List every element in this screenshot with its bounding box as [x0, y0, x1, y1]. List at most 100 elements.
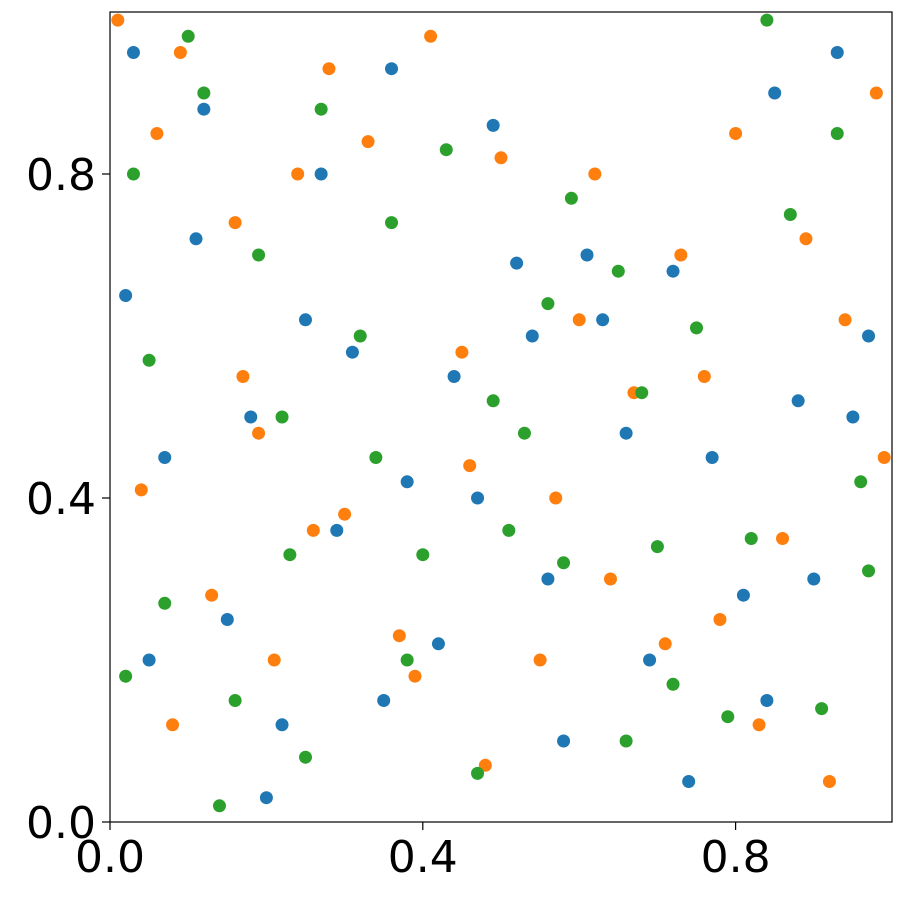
point — [721, 710, 735, 724]
point — [768, 86, 782, 100]
point — [791, 394, 805, 408]
point — [228, 694, 242, 707]
y-tick-label: 0.8 — [26, 150, 96, 201]
point — [494, 151, 508, 165]
point — [783, 208, 797, 221]
point — [846, 410, 860, 424]
point — [283, 548, 297, 562]
point — [463, 459, 477, 473]
point — [619, 426, 633, 440]
point — [815, 702, 829, 716]
point — [510, 256, 524, 270]
point — [400, 475, 414, 489]
x-tick-label: 0.0 — [75, 832, 145, 883]
point — [752, 718, 766, 732]
point — [822, 775, 836, 788]
point — [322, 62, 336, 76]
point — [572, 313, 586, 327]
point — [197, 86, 211, 100]
point — [471, 491, 485, 505]
point — [267, 653, 281, 667]
point — [126, 167, 140, 181]
point — [838, 313, 852, 327]
point — [471, 766, 485, 780]
point — [314, 167, 328, 181]
point — [158, 596, 172, 610]
point — [252, 248, 266, 262]
point — [228, 216, 242, 230]
point — [259, 791, 273, 805]
point — [807, 572, 821, 586]
point — [541, 297, 555, 311]
point — [541, 572, 555, 586]
point — [142, 353, 156, 367]
point — [776, 532, 790, 545]
point — [353, 329, 367, 343]
point — [416, 548, 430, 562]
point — [189, 232, 203, 246]
point — [869, 86, 883, 100]
point — [158, 451, 172, 464]
point — [666, 677, 680, 691]
point — [181, 29, 195, 43]
point — [455, 345, 469, 359]
point — [400, 653, 414, 667]
point — [299, 750, 312, 764]
point — [431, 637, 445, 651]
point — [854, 475, 868, 489]
x-tick-label: 0.4 — [388, 832, 458, 883]
point — [314, 102, 328, 116]
point — [760, 13, 774, 27]
point — [658, 637, 672, 651]
point — [533, 653, 547, 667]
point — [197, 102, 211, 116]
point — [369, 451, 383, 464]
point — [502, 523, 516, 537]
point — [205, 588, 219, 602]
point — [862, 564, 876, 578]
point — [111, 13, 125, 27]
point — [478, 758, 492, 772]
point — [877, 451, 891, 464]
point — [666, 264, 680, 278]
point — [275, 718, 289, 732]
point — [385, 216, 399, 230]
point — [713, 613, 727, 626]
point — [705, 451, 719, 464]
point — [447, 370, 461, 383]
point — [619, 734, 633, 748]
y-tick-label: 0.4 — [26, 474, 96, 525]
point — [736, 588, 750, 602]
point — [220, 613, 234, 626]
y-tick-label: 0.0 — [26, 798, 96, 849]
point — [744, 532, 758, 545]
point — [635, 386, 649, 400]
point — [596, 313, 610, 327]
point — [580, 248, 594, 262]
point — [126, 46, 140, 59]
point — [306, 523, 320, 537]
point — [690, 321, 703, 335]
point — [275, 410, 289, 424]
x-tick-label: 0.8 — [701, 832, 771, 883]
point — [486, 394, 500, 408]
point — [486, 118, 500, 132]
point — [643, 653, 657, 667]
point — [345, 345, 359, 359]
point — [697, 370, 711, 383]
point — [424, 29, 438, 43]
point — [291, 167, 305, 181]
point — [799, 232, 813, 246]
point — [603, 572, 617, 586]
point — [549, 491, 563, 505]
point — [166, 718, 180, 732]
point — [682, 775, 696, 788]
point — [557, 556, 571, 570]
point — [557, 734, 571, 748]
point — [439, 143, 453, 157]
point — [212, 799, 226, 813]
point — [408, 669, 422, 683]
plot-frame — [109, 11, 893, 823]
point — [525, 329, 539, 343]
point — [236, 370, 250, 383]
